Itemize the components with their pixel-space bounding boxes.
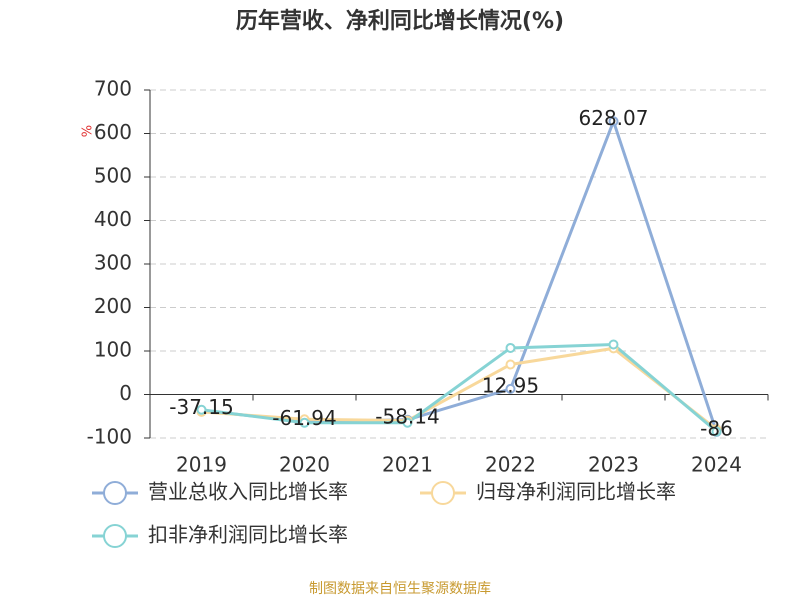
legend-label: 营业总收入同比增长率 xyxy=(148,480,348,504)
y-tick-label: 200 xyxy=(94,294,132,318)
data-label: -37.15 xyxy=(169,395,233,419)
data-label: -61.94 xyxy=(272,406,336,430)
series-line xyxy=(201,346,718,431)
data-point xyxy=(711,426,722,437)
chart-title: 历年营收、净利同比增长情况(%) xyxy=(236,8,564,34)
data-point xyxy=(196,404,207,415)
y-tick-label: 700 xyxy=(94,77,132,101)
x-tick-label: 2023 xyxy=(588,453,639,477)
y-tick-label: 0 xyxy=(119,381,132,405)
data-point xyxy=(402,417,413,428)
legend-marker xyxy=(431,481,455,505)
source-note: 制图数据来自恒生聚源数据库 xyxy=(309,581,491,597)
y-tick-label: -100 xyxy=(87,425,132,449)
legend-label: 扣非净利润同比增长率 xyxy=(148,523,348,547)
x-tick-label: 2019 xyxy=(176,453,227,477)
x-tick-label: 2022 xyxy=(485,453,536,477)
x-tick-label: 2021 xyxy=(382,453,433,477)
data-point xyxy=(299,417,310,428)
data-label: -58.14 xyxy=(375,404,439,428)
data-label: -86 xyxy=(700,416,733,440)
data-label: 628.07 xyxy=(579,106,649,130)
legend-label: 归母净利润同比增长率 xyxy=(476,480,676,504)
y-tick-label: 600 xyxy=(94,120,132,144)
y-tick-label: 500 xyxy=(94,164,132,188)
series-line xyxy=(201,342,718,433)
data-point xyxy=(505,359,516,370)
data-point xyxy=(505,342,516,353)
y-tick-label: 300 xyxy=(94,251,132,275)
data-point xyxy=(505,383,516,394)
data-point xyxy=(608,116,619,127)
x-tick-label: 2024 xyxy=(691,453,742,477)
y-axis-label: % xyxy=(81,125,96,137)
y-tick-label: 100 xyxy=(94,338,132,362)
x-tick-label: 2020 xyxy=(279,453,330,477)
legend-marker xyxy=(103,481,127,505)
legend-marker xyxy=(103,524,127,548)
data-point xyxy=(608,339,619,350)
data-label: 12.95 xyxy=(482,373,539,397)
y-tick-label: 400 xyxy=(94,207,132,231)
